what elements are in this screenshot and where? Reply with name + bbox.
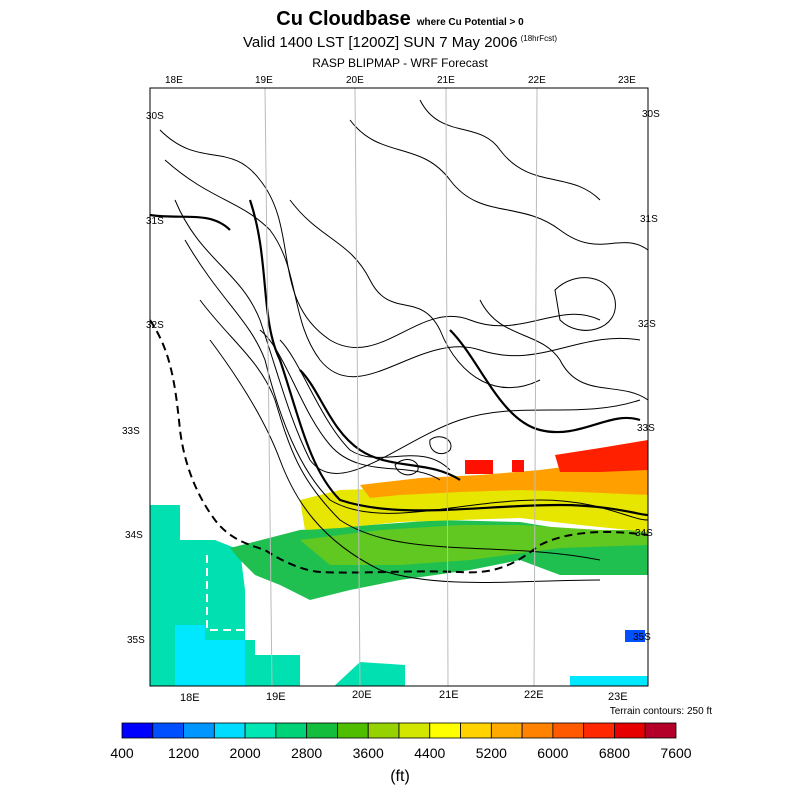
cloudbase-fill-layer bbox=[150, 440, 648, 686]
color-scale-label: 2800 bbox=[291, 745, 323, 761]
lon-label-top-18e: 18E bbox=[165, 75, 183, 86]
lon-label-bottom-19e: 19E bbox=[266, 691, 286, 703]
lon-label-top-20e: 20E bbox=[346, 75, 364, 86]
terrain-contours bbox=[159, 99, 648, 583]
color-scale-label: 1200 bbox=[167, 745, 200, 761]
terrain-contour-13 bbox=[554, 277, 616, 331]
lat-label-left-30s: 30S bbox=[146, 111, 164, 122]
graticule-lon-20e bbox=[354, 87, 361, 687]
lon-label-bottom-20e: 20E bbox=[352, 689, 372, 701]
major-contour-4 bbox=[150, 213, 231, 231]
lat-label-left-31s: 31S bbox=[146, 216, 164, 227]
lat-label-left-34s: 34S bbox=[125, 530, 143, 541]
terrain-contour-5 bbox=[199, 299, 601, 561]
lon-label-bottom-18e: 18E bbox=[180, 692, 200, 704]
color-scale-label: 2000 bbox=[229, 745, 261, 761]
valid-time: Valid 1400 LST [1200Z] SUN 7 May 2006 (18… bbox=[0, 34, 800, 51]
cloudbase-region-se-cyan bbox=[570, 676, 648, 686]
terrain-contour-7 bbox=[349, 119, 648, 251]
terrain-contour-2 bbox=[164, 159, 641, 378]
forecast-hours: (18hrFcst) bbox=[520, 34, 558, 43]
graticule-lon-22e bbox=[533, 87, 538, 687]
terrain-contour-note: Terrain contours: 250 ft bbox=[609, 706, 712, 717]
graticule-lon-19e bbox=[264, 87, 273, 687]
cloudbase-region-red-east bbox=[555, 440, 648, 472]
cloudbase-region-red-patch-2 bbox=[512, 460, 524, 472]
graticule bbox=[264, 87, 538, 687]
color-scale-label: 4400 bbox=[414, 745, 446, 761]
lon-label-bottom-21e: 21E bbox=[439, 689, 459, 701]
terrain-contour-11 bbox=[259, 329, 441, 481]
major-contour-2 bbox=[449, 329, 641, 434]
color-scale-label: 5200 bbox=[475, 745, 507, 761]
lat-label-right-33s: 33S bbox=[637, 423, 655, 434]
valid-text: Valid 1400 LST [1200Z] SUN 7 May 2006 bbox=[242, 34, 518, 51]
lon-label-top-22e: 22E bbox=[528, 75, 546, 86]
lat-label-left-35s: 35S bbox=[127, 635, 145, 646]
terrain-contour-8 bbox=[419, 99, 601, 201]
terrain-contour-15 bbox=[429, 436, 452, 455]
lon-label-top-23e: 23E bbox=[618, 75, 636, 86]
lon-label-bottom-23e: 23E bbox=[608, 691, 628, 703]
lat-label-right-31s: 31S bbox=[640, 214, 658, 225]
title-condition: where Cu Potential > 0 bbox=[416, 17, 524, 28]
lat-label-right-32s: 32S bbox=[638, 319, 656, 330]
lon-label-top-21e: 21E bbox=[437, 75, 455, 86]
terrain-contour-3 bbox=[174, 199, 641, 474]
color-scale-label: 6000 bbox=[537, 745, 569, 761]
cloudbase-region-light-green bbox=[300, 525, 648, 565]
color-scale-label: 3600 bbox=[352, 745, 384, 761]
lat-label-left-32s: 32S bbox=[146, 320, 164, 331]
product-name: RASP BLIPMAP - WRF Forecast bbox=[312, 56, 488, 70]
title-main: Cu Cloudbase bbox=[276, 8, 411, 30]
cloudbase-region-deep-cyan bbox=[175, 625, 245, 686]
units-label: (ft) bbox=[390, 768, 410, 785]
coastline-dashed bbox=[150, 319, 648, 574]
coastline-path bbox=[150, 319, 648, 574]
major-contour-3 bbox=[299, 369, 461, 481]
color-scale-label: 6800 bbox=[598, 745, 631, 761]
lon-label-top-19e: 19E bbox=[255, 75, 273, 86]
lat-label-left-33s: 33S bbox=[122, 426, 140, 437]
lat-label-right-35s: 35S bbox=[633, 632, 651, 643]
cloudbase-region-red-patch-1 bbox=[465, 460, 493, 474]
graticule-lon-21e bbox=[445, 87, 449, 687]
terrain-contour-12 bbox=[479, 299, 648, 401]
terrain-contour-10 bbox=[279, 339, 451, 471]
color-scale-label: 400 bbox=[110, 745, 134, 761]
lat-label-right-30s: 30S bbox=[642, 109, 660, 120]
chart-title: Cu Cloudbase where Cu Potential > 0 bbox=[0, 8, 800, 31]
terrain-contour-1 bbox=[159, 129, 601, 348]
terrain-contour-4 bbox=[184, 239, 648, 521]
color-scale-label: 7600 bbox=[660, 745, 692, 761]
lon-label-bottom-22e: 22E bbox=[524, 689, 544, 701]
terrain-contour-14 bbox=[394, 459, 419, 476]
cloudbase-region-south-teal bbox=[250, 655, 405, 686]
terrain-contour-9 bbox=[289, 199, 541, 389]
terrain-contour-6 bbox=[209, 339, 601, 583]
map-frame bbox=[149, 87, 649, 687]
cloudbase-region-se-blue bbox=[625, 630, 645, 642]
lat-label-right-34s: 34S bbox=[635, 528, 653, 539]
